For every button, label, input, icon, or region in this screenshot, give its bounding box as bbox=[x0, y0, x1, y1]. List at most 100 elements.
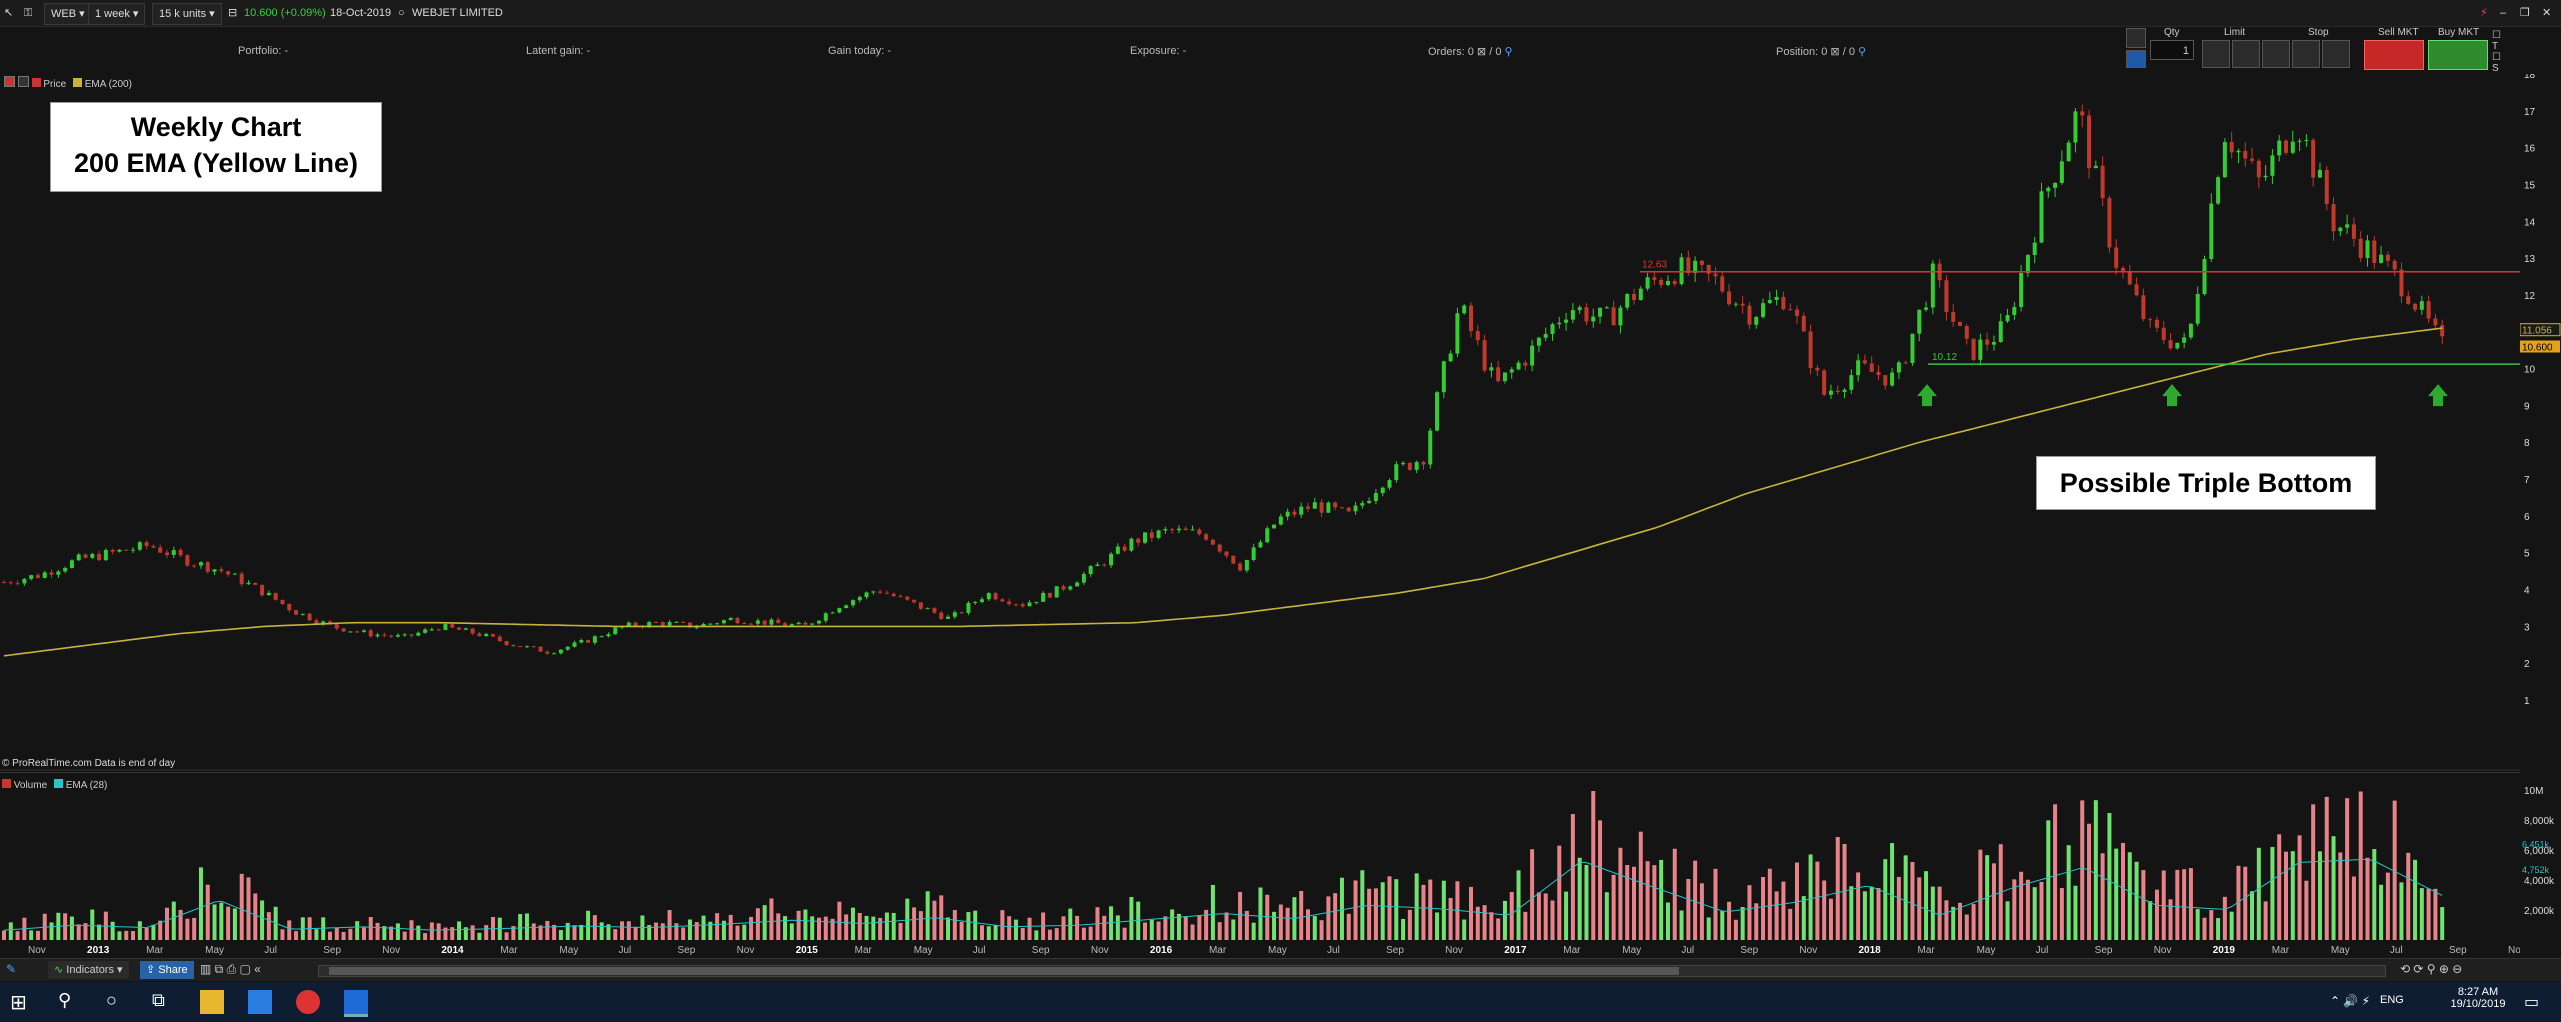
candle-body bbox=[239, 573, 244, 585]
ticker-select[interactable]: WEB ▾ bbox=[44, 3, 92, 25]
volume-bar bbox=[1163, 916, 1168, 940]
lock-icon[interactable]: ⚿ bbox=[24, 7, 33, 19]
price-chart-panel[interactable]: 12.63 10.12 Price EMA (200) Weekly Chart … bbox=[0, 74, 2520, 772]
close-icon[interactable]: ✕ bbox=[2542, 7, 2552, 19]
volume-bar bbox=[1054, 928, 1059, 940]
volume-bar bbox=[2290, 851, 2295, 940]
candle-body bbox=[864, 592, 869, 598]
windows-start-icon[interactable]: ⊞ bbox=[10, 992, 27, 1014]
volume-bar bbox=[783, 916, 788, 940]
candle-body bbox=[2365, 240, 2370, 259]
position-label[interactable]: Position: 0 ⊠ / 0 ⚲ bbox=[1776, 46, 1867, 58]
volume-chart[interactable] bbox=[0, 778, 2520, 940]
candle-body bbox=[1455, 313, 1460, 354]
candle-body bbox=[436, 629, 441, 631]
volume-bar bbox=[2256, 847, 2261, 940]
candle-body bbox=[1075, 582, 1080, 587]
limit-buy-button[interactable] bbox=[2232, 40, 2260, 68]
volume-bar bbox=[1604, 892, 1609, 940]
candle-body bbox=[1910, 333, 1915, 364]
units-select[interactable]: 15 k units ▾ bbox=[152, 3, 222, 25]
price-settings-icon[interactable] bbox=[17, 76, 29, 87]
candle-body bbox=[626, 622, 631, 627]
volume-bar bbox=[1523, 911, 1528, 940]
candle-body bbox=[1625, 293, 1630, 308]
volume-bar bbox=[1781, 881, 1786, 940]
candle-body bbox=[253, 582, 258, 585]
volume-bar bbox=[1883, 859, 1888, 940]
volume-bar bbox=[97, 924, 102, 940]
file-explorer-icon[interactable] bbox=[200, 990, 224, 1014]
candle-body bbox=[1754, 316, 1759, 325]
candle-body bbox=[681, 621, 686, 623]
indicators-button[interactable]: ∿ Indicators ▾ bbox=[48, 961, 129, 979]
stop-sell-button[interactable] bbox=[2292, 40, 2320, 68]
volume-bar bbox=[375, 922, 380, 940]
cortana-icon[interactable]: ○ bbox=[106, 990, 117, 1010]
volume-bar bbox=[2114, 848, 2119, 940]
volume-bar bbox=[626, 921, 631, 940]
volume-panel[interactable]: Volume EMA (28) bbox=[0, 772, 2561, 940]
price-chart[interactable]: 12.63 10.12 bbox=[0, 74, 2520, 772]
candle-body bbox=[178, 550, 183, 556]
volume-bar bbox=[538, 925, 543, 940]
task-view-icon[interactable]: ⧉ bbox=[152, 990, 165, 1010]
prorealtime-icon[interactable] bbox=[344, 990, 368, 1017]
volume-bar bbox=[1047, 929, 1052, 940]
candle-body bbox=[878, 591, 883, 593]
minimize-icon[interactable]: – bbox=[2500, 7, 2507, 19]
settings-icon[interactable] bbox=[2126, 28, 2146, 48]
keyboard-icon[interactable] bbox=[2126, 50, 2146, 68]
time-axis-label: Sep bbox=[2095, 945, 2113, 956]
side-t-toggle[interactable]: ☐ T bbox=[2492, 30, 2501, 52]
volume-bar bbox=[423, 933, 428, 940]
candle-body bbox=[56, 571, 61, 575]
store-icon[interactable] bbox=[248, 990, 272, 1014]
layout-icon[interactable]: ▥ ⧉ ⎙ ▢ « bbox=[200, 962, 261, 976]
search-icon[interactable]: ⚲ bbox=[58, 990, 72, 1010]
alert-icon[interactable]: ⚡ bbox=[2480, 7, 2488, 19]
volume-bar bbox=[2392, 800, 2397, 940]
notifications-icon[interactable]: ▭ bbox=[2524, 994, 2540, 1011]
clock[interactable]: 8:27 AM 19/10/2019 bbox=[2448, 986, 2508, 1010]
limit-sell-button[interactable] bbox=[2202, 40, 2230, 68]
cursor-icon[interactable]: ↖ bbox=[4, 7, 14, 19]
tray-icons[interactable]: ⌃ 🔊 ⚡ bbox=[2330, 994, 2371, 1008]
volume-bar bbox=[260, 900, 265, 940]
limit-extra-button[interactable] bbox=[2262, 40, 2290, 68]
sell-market-button[interactable] bbox=[2364, 40, 2424, 70]
orders-label[interactable]: Orders: 0 ⊠ / 0 ⚲ bbox=[1428, 46, 1513, 58]
candle-body bbox=[307, 613, 312, 621]
zoom-controls-icon[interactable]: ⟲ ⟳ ⚲ ⊕ ⊖ bbox=[2400, 962, 2463, 976]
language-indicator[interactable]: ENG bbox=[2380, 994, 2404, 1006]
restore-icon[interactable]: ❐ bbox=[2520, 7, 2530, 19]
time-axis-label: May bbox=[205, 945, 224, 956]
time-axis-label: Sep bbox=[2449, 945, 2467, 956]
buy-market-button[interactable] bbox=[2428, 40, 2488, 70]
volume-bar bbox=[1502, 900, 1507, 940]
candle-body bbox=[552, 653, 557, 655]
qty-input[interactable]: 1 bbox=[2150, 40, 2194, 60]
candle-body bbox=[144, 542, 149, 546]
volume-bar bbox=[1978, 849, 1983, 940]
candle-body bbox=[1530, 345, 1535, 366]
stop-buy-button[interactable] bbox=[2322, 40, 2350, 68]
share-button[interactable]: ⇪ Share bbox=[140, 961, 194, 979]
candle-body bbox=[287, 604, 292, 611]
draw-tool-icon[interactable]: ✎ bbox=[6, 962, 17, 976]
volume-bar bbox=[1380, 882, 1385, 940]
bottom-toolbar: ✎ ∿ Indicators ▾ ⇪ Share ▥ ⧉ ⎙ ▢ « ⟲ ⟳ ⚲… bbox=[0, 958, 2561, 981]
pin-icon[interactable]: ⊟ bbox=[228, 7, 238, 19]
candle-body bbox=[2263, 175, 2268, 178]
position-search-icon[interactable]: ⚲ bbox=[1858, 46, 1867, 58]
side-s-toggle[interactable]: ☐ S bbox=[2492, 52, 2501, 74]
period-select[interactable]: 1 week ▾ bbox=[88, 3, 146, 25]
chart-scrollbar[interactable] bbox=[318, 965, 2386, 977]
scrollbar-thumb[interactable] bbox=[329, 967, 1679, 975]
volume-bar bbox=[1828, 898, 1833, 940]
volume-bar bbox=[2175, 869, 2180, 940]
candle-body bbox=[1007, 601, 1012, 605]
chrome-icon[interactable] bbox=[296, 990, 320, 1014]
price-close-icon[interactable] bbox=[4, 76, 15, 87]
orders-search-icon[interactable]: ⚲ bbox=[1504, 46, 1513, 58]
